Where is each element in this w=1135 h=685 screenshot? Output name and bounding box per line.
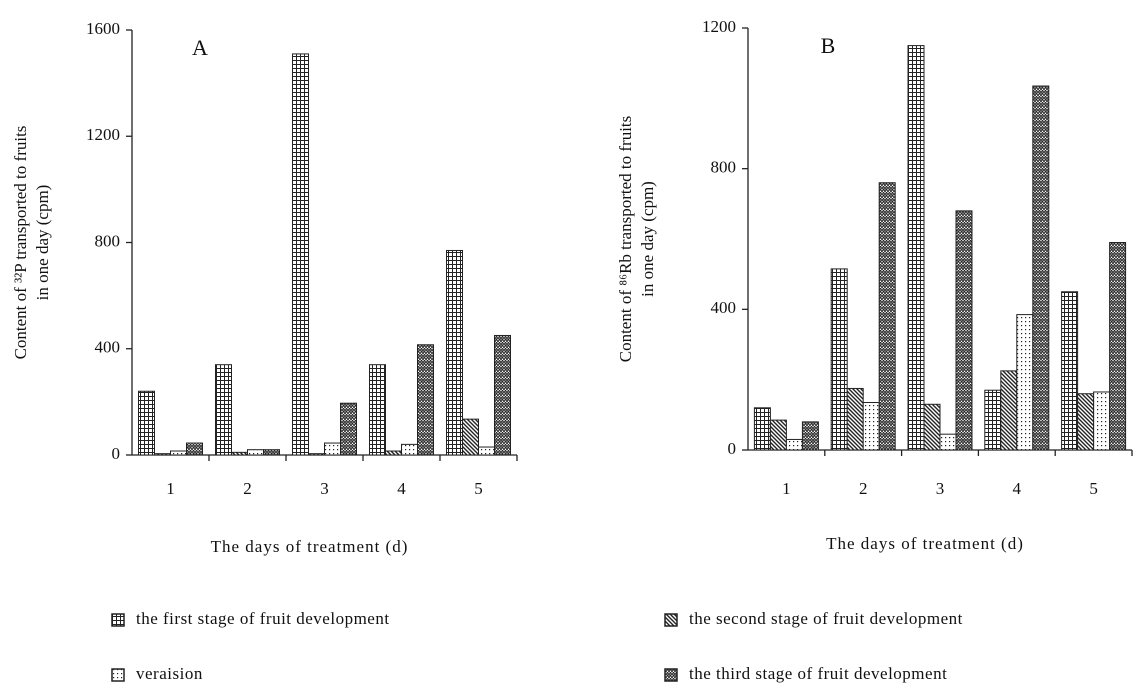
bar <box>862 402 880 451</box>
bar <box>1000 370 1018 451</box>
y-axis-title: Content of ³²P transported to fruits <box>11 126 30 360</box>
bar <box>446 249 463 456</box>
x-tick-label: 3 <box>936 479 945 498</box>
x-tick-label: 4 <box>1013 479 1022 498</box>
x-tick-label: 3 <box>320 479 329 498</box>
bar <box>385 450 402 456</box>
bar <box>138 390 155 456</box>
legend-label: the first stage of fruit development <box>136 609 390 628</box>
bar <box>1061 291 1079 451</box>
bar <box>231 451 248 456</box>
bar <box>215 364 232 456</box>
legend-label: veraision <box>136 664 203 683</box>
bar <box>830 268 848 451</box>
bar <box>1016 314 1034 451</box>
bar <box>878 182 896 451</box>
x-tick-label: 2 <box>243 479 252 498</box>
x-tick-label: 4 <box>397 479 406 498</box>
bar <box>801 421 819 451</box>
y-axis-title: in one day (cpm) <box>638 181 657 297</box>
y-axis-title: Content of ⁸⁶Rb transported to fruits <box>616 116 635 363</box>
bar <box>753 407 771 451</box>
bar <box>247 449 264 456</box>
x-tick-label: 2 <box>859 479 868 498</box>
panel-label: A <box>192 35 208 60</box>
panel-label: B <box>821 33 836 58</box>
bar <box>1032 85 1050 451</box>
bar <box>955 210 973 451</box>
bar <box>939 433 957 451</box>
x-tick-label: 1 <box>782 479 791 498</box>
y-tick-label: 400 <box>95 338 121 357</box>
legend-swatch <box>664 613 678 627</box>
y-tick-label: 800 <box>95 231 121 250</box>
bar <box>340 402 357 456</box>
y-tick-label: 800 <box>711 158 737 177</box>
y-tick-label: 0 <box>112 444 121 463</box>
bar <box>984 389 1002 451</box>
x-tick-label: 1 <box>166 479 175 498</box>
bar <box>769 419 787 451</box>
bar <box>308 453 325 456</box>
bar <box>401 443 418 456</box>
bar <box>1109 242 1127 451</box>
x-axis-title: The days of treatment (d) <box>826 534 1024 553</box>
bar <box>462 418 479 456</box>
y-tick-label: 1200 <box>86 125 120 144</box>
x-tick-label: 5 <box>1089 479 1098 498</box>
bar <box>907 45 925 451</box>
bar <box>170 450 187 456</box>
legend-label: the second stage of fruit development <box>689 609 963 628</box>
bar <box>186 442 203 456</box>
x-axis-title: The days of treatment (d) <box>211 537 409 556</box>
bar <box>785 438 803 451</box>
bar <box>478 446 495 456</box>
y-tick-label: 0 <box>728 439 737 458</box>
legend-swatch <box>111 668 125 682</box>
legend-swatch <box>664 668 678 682</box>
bar <box>1077 393 1095 451</box>
bar <box>154 453 171 456</box>
y-tick-label: 400 <box>711 298 737 317</box>
legend-swatch <box>111 613 125 627</box>
bar <box>1093 391 1111 451</box>
bar <box>369 364 386 456</box>
bar <box>324 442 341 456</box>
legend-label: the third stage of fruit development <box>689 664 947 683</box>
bar <box>292 53 309 456</box>
bar <box>846 387 864 451</box>
y-axis-title: in one day (cpm) <box>33 185 52 301</box>
bar <box>923 403 941 451</box>
x-tick-label: 5 <box>474 479 483 498</box>
y-tick-label: 1200 <box>702 17 736 36</box>
bar <box>263 449 280 456</box>
bar <box>417 344 434 456</box>
y-tick-label: 1600 <box>86 19 120 38</box>
bar <box>494 334 511 456</box>
